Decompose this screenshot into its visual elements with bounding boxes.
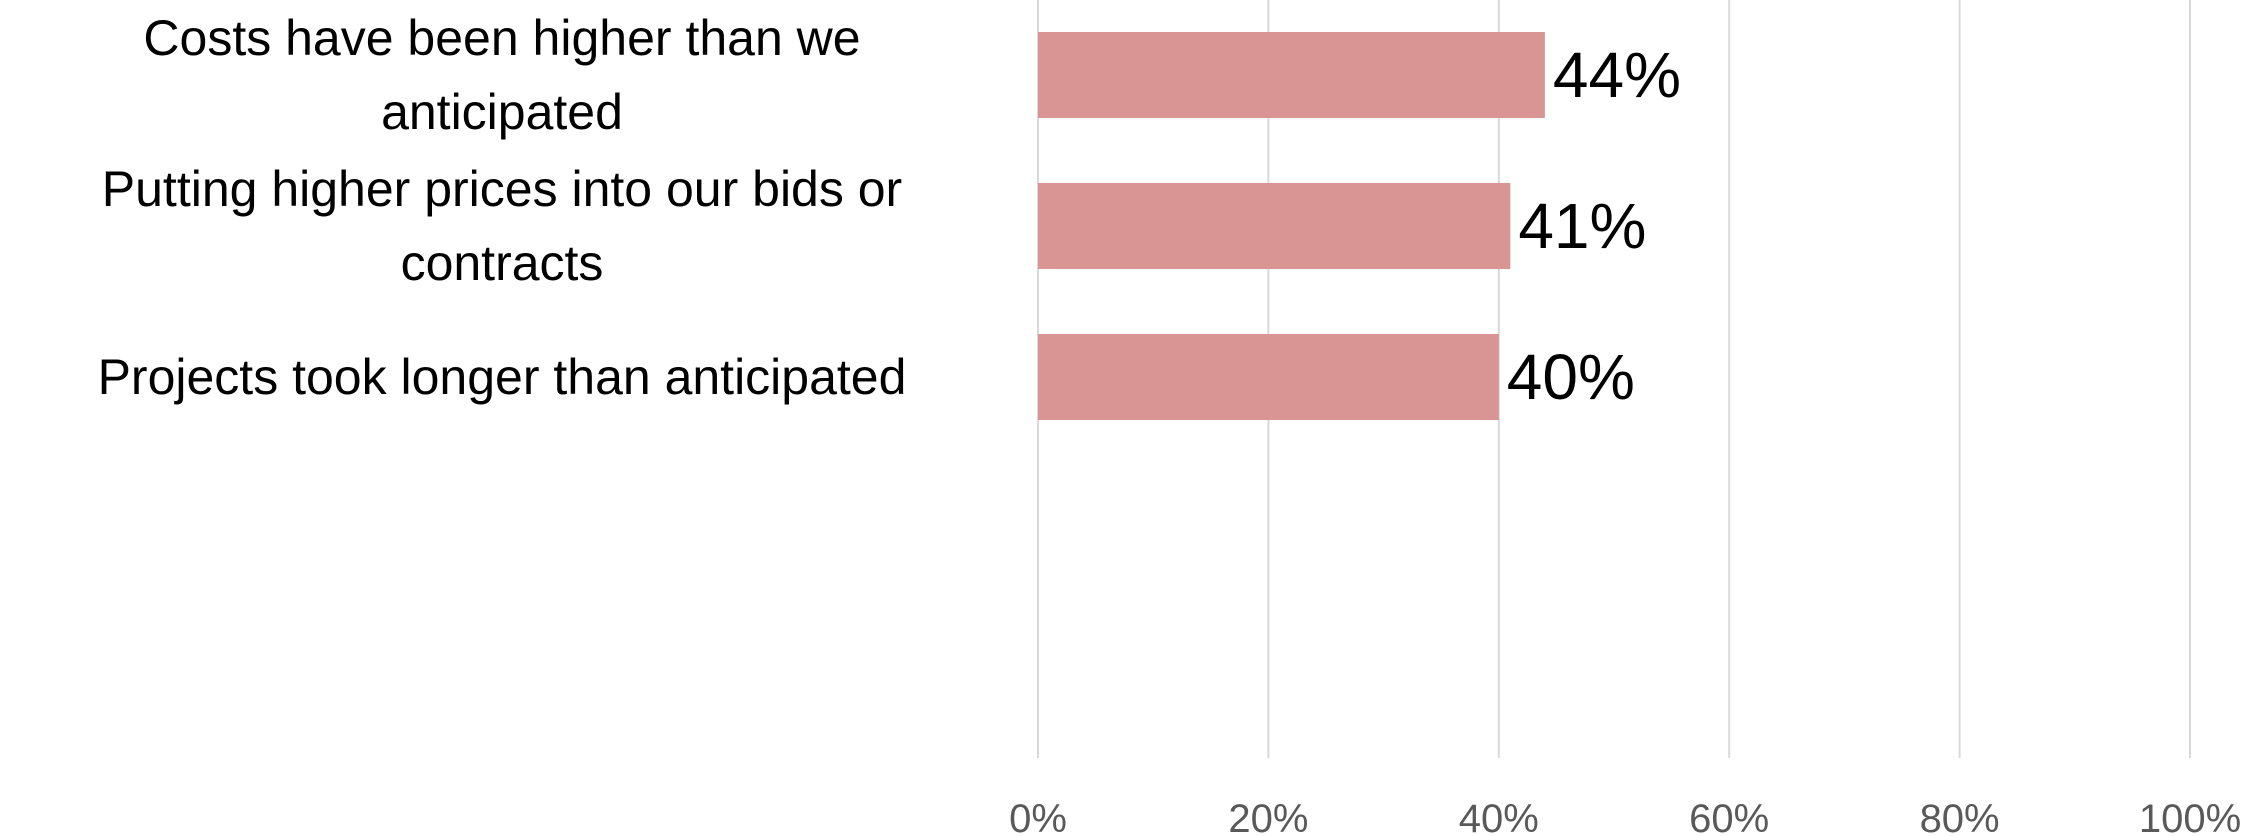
bar-2: [1038, 183, 1511, 269]
category-label-3: Projects took longer than anticipated: [98, 349, 907, 405]
category-labels: Costs have been higher than we anticipate…: [98, 10, 907, 405]
data-labels: 44% 41% 40%: [1507, 39, 1681, 413]
data-label-3: 40%: [1507, 341, 1635, 413]
data-label-1: 44%: [1553, 39, 1681, 111]
bars: [1038, 32, 1545, 420]
category-label-2: Putting higher prices into our bids or co…: [102, 161, 902, 291]
category-label-1: Costs have been higher than we anticipate…: [143, 10, 860, 140]
x-axis-tick-labels: 0% 20% 40% 60% 80% 100%: [1009, 797, 2241, 836]
x-tick-label-60: 60%: [1689, 797, 1769, 836]
x-tick-label-0: 0%: [1009, 797, 1067, 836]
x-tick-label-20: 20%: [1228, 797, 1308, 836]
x-tick-label-80: 80%: [1920, 797, 2000, 836]
data-label-2: 41%: [1518, 190, 1646, 262]
bar-1: [1038, 32, 1545, 118]
x-tick-label-100: 100%: [2139, 797, 2241, 836]
bar-3: [1038, 334, 1499, 420]
x-tick-label-40: 40%: [1459, 797, 1539, 836]
